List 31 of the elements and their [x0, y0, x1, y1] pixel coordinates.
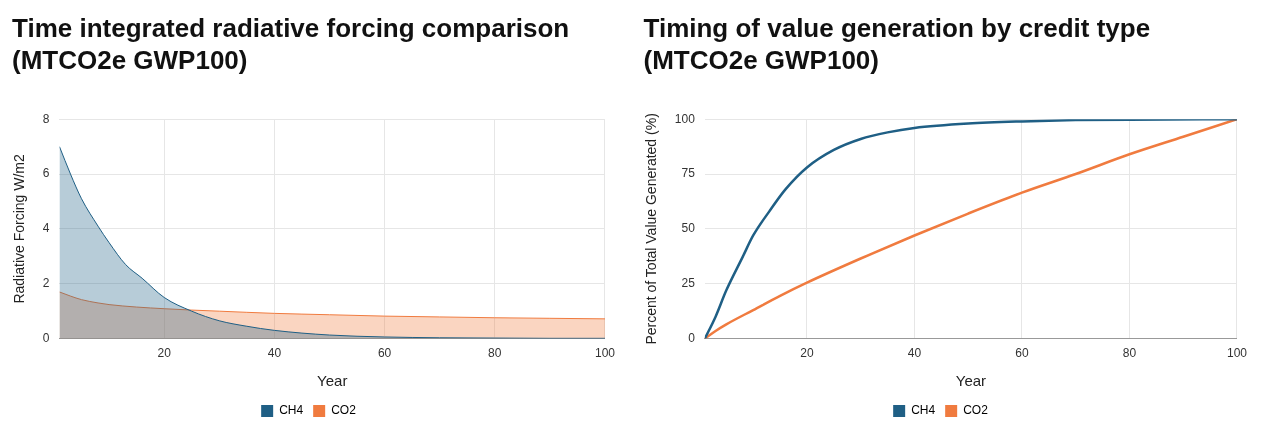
line-series: [704, 119, 1237, 339]
y-axis-title: Radiative Forcing W/m2: [11, 154, 28, 304]
x-axis-title: Year: [955, 372, 986, 390]
x-axis-title: Year: [317, 372, 348, 390]
x-tick-label: 20: [799, 346, 814, 361]
y-tick-label: 0: [687, 330, 695, 345]
y-axis-title: Percent of Total Value Generated (%): [642, 113, 659, 345]
y-tick-label: 6: [42, 166, 50, 181]
y-tick-label: 100: [674, 111, 695, 126]
legend-label: CO2: [962, 403, 988, 418]
x-tick-label: 40: [907, 346, 921, 361]
x-tick-label: 80: [488, 346, 502, 361]
y-tick-label: 75: [680, 166, 695, 181]
x-tick-label: 60: [377, 346, 392, 361]
y-tick-label: 50: [680, 221, 695, 236]
x-tick-label: 40: [267, 346, 282, 361]
legend-label: CH4: [910, 403, 935, 418]
legend-label: CH4: [279, 403, 304, 418]
chart-title: Time integrated radiative forcing comparison (MTCO2e GWP100): [11, 12, 571, 77]
x-tick-label: 100: [1226, 346, 1247, 361]
y-tick-label: 8: [42, 111, 50, 126]
x-tick-label: 20: [157, 346, 172, 361]
y-tick-label: 4: [42, 221, 50, 236]
y-tick-label: 2: [42, 276, 50, 291]
x-tick-label: 60: [1014, 346, 1029, 361]
y-tick-label: 0: [42, 330, 50, 345]
chart-title: Timing of value generation by credit type (MTCO2e GWP100): [642, 12, 1152, 77]
x-tick-label: 80: [1122, 346, 1136, 361]
legend-label: CO2: [331, 403, 357, 418]
x-tick-label: 100: [594, 346, 616, 361]
y-tick-label: 25: [680, 276, 695, 291]
